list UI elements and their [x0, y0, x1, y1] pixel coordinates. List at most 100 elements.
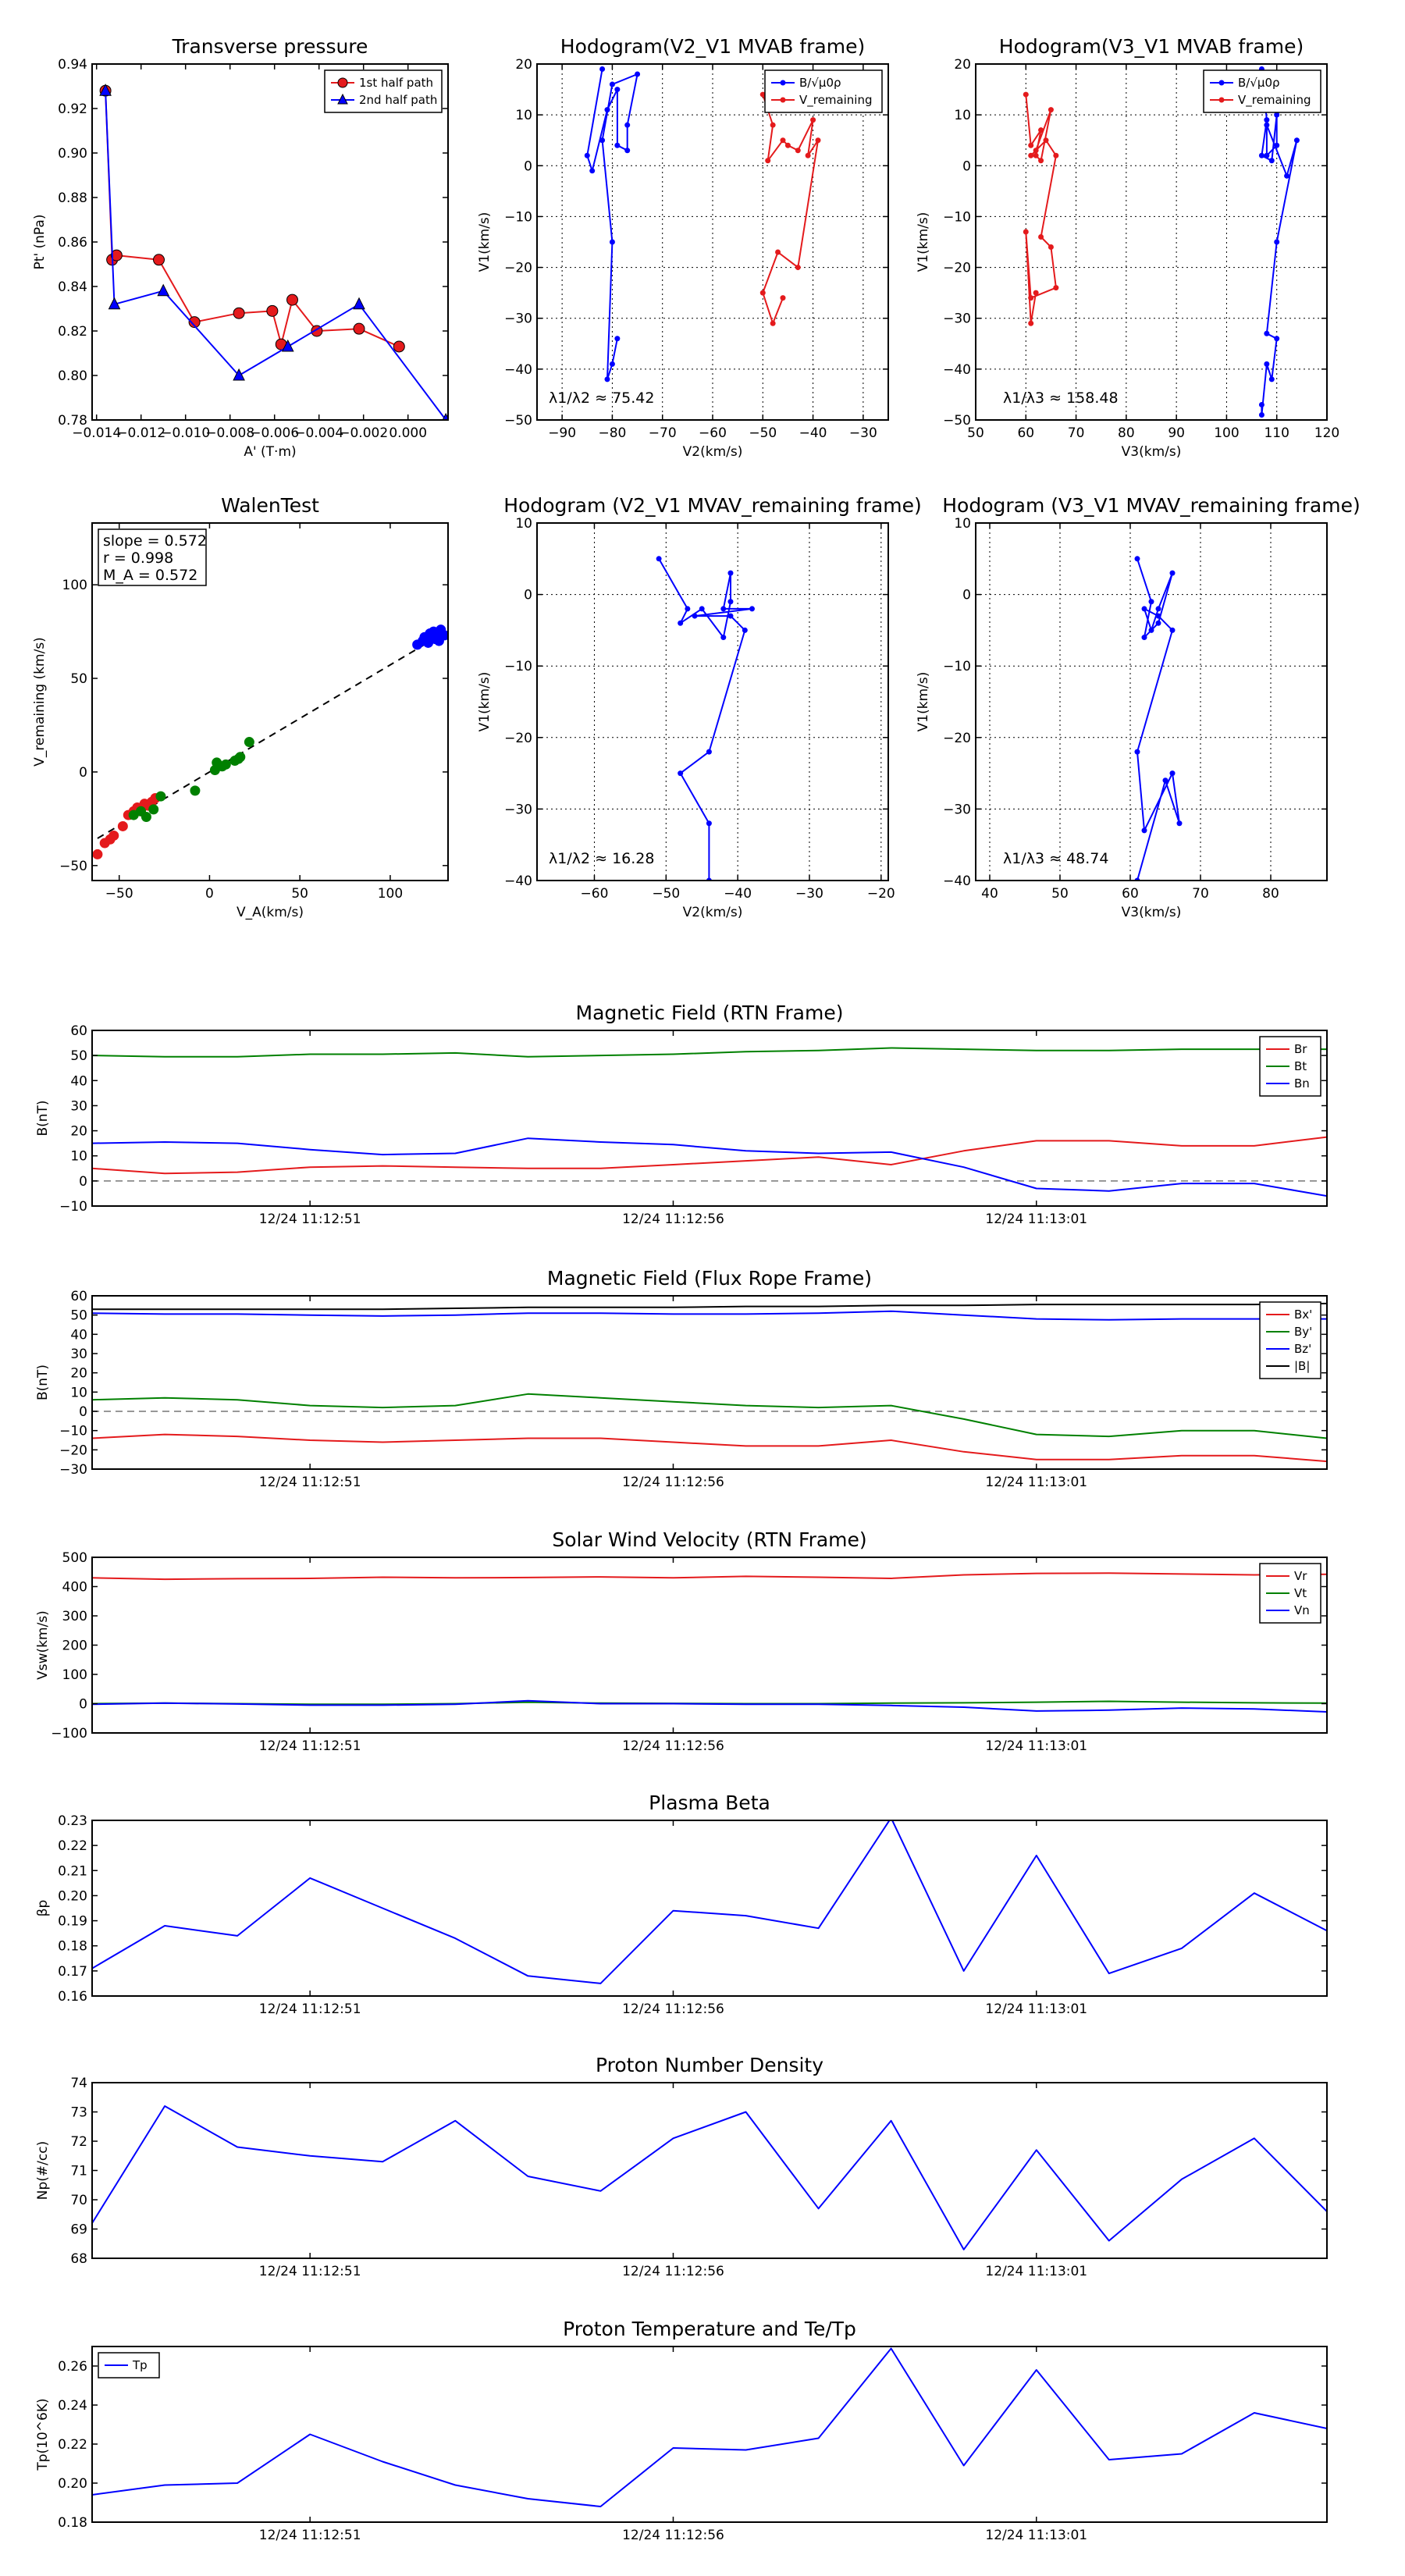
- y-tick-label: −30: [943, 802, 971, 817]
- x-tick-label: 12/24 11:12:56: [622, 2528, 724, 2543]
- data-point: [1023, 91, 1029, 98]
- x-tick-label: 12/24 11:12:51: [259, 1212, 361, 1227]
- x-tick-label: −0.012: [116, 425, 165, 441]
- x-tick-label: 80: [1118, 425, 1135, 441]
- chart-h1: −90 −80 −70 −60 −50 −40 −30 −50 −40 −30 −20 −10 0 10 2…: [477, 35, 889, 460]
- axes-frame: [91, 2346, 1328, 2523]
- legend-label: 1st half path: [359, 76, 433, 90]
- data-point: [1148, 627, 1154, 633]
- x-tick-label: −40: [799, 425, 827, 441]
- legend-label: B/√μ0ρ: [1238, 76, 1280, 90]
- y-tick-label: −10: [504, 659, 532, 674]
- axes-frame: [975, 63, 1328, 421]
- annotation-line: M_A = 0.572: [103, 567, 197, 584]
- y-tick-label: 0.22: [58, 1838, 87, 1854]
- data-point: [815, 137, 821, 144]
- data-point: [780, 295, 786, 301]
- x-tick-label: 70: [1192, 886, 1209, 902]
- annotation-line: slope = 0.572: [103, 532, 207, 550]
- data-layer: [92, 1820, 1327, 1984]
- y-tick-label: 0.26: [58, 2359, 87, 2375]
- data-point: [1155, 613, 1161, 619]
- legend: B/√μ0ρ V_remaining: [1203, 69, 1321, 113]
- data-point: [765, 158, 771, 164]
- data-point: [1033, 152, 1039, 158]
- data-point: [1038, 158, 1044, 164]
- chart-beta: 12/24 11:12:51 12/24 11:12:56 12/24 11:13:…: [35, 1791, 1328, 2017]
- data-point: [190, 785, 201, 796]
- y-tick-label: 500: [62, 1550, 87, 1566]
- chart-vsw: 12/24 11:12:51 12/24 11:12:56 12/24 11:13:…: [35, 1528, 1328, 1754]
- x-tick-label: −0.010: [161, 425, 210, 441]
- x-tick-label: −40: [724, 886, 752, 902]
- data-point: [810, 117, 816, 123]
- chart-title: Hodogram (V2_V1 MVAV_remaining frame): [503, 494, 922, 517]
- axes-frame: [975, 522, 1328, 881]
- x-tick-label: 12/24 11:12:56: [622, 1475, 724, 1490]
- legend-label: Bt: [1294, 1059, 1307, 1073]
- y-tick-label: 73: [70, 2105, 87, 2121]
- y-tick-label: 400: [62, 1580, 87, 1596]
- data-point: [1038, 127, 1044, 133]
- x-tick-label: 50: [967, 425, 984, 441]
- y-axis-label: V1(km/s): [477, 672, 493, 732]
- data-point: [1264, 152, 1270, 158]
- x-tick-label: −60: [581, 886, 609, 902]
- y-tick-label: 68: [70, 2251, 87, 2267]
- annotation-text: λ1/λ2 ≈ 75.42: [549, 390, 654, 407]
- data-point: [140, 811, 151, 822]
- y-axis-label: βp: [35, 1900, 51, 1917]
- data-point: [770, 122, 776, 128]
- x-tick-label: −0.014: [72, 425, 121, 441]
- y-tick-label: −40: [504, 362, 532, 378]
- data-point: [1169, 770, 1176, 777]
- y-tick-label: −30: [59, 1462, 87, 1478]
- legend: B/√μ0ρ V_remaining: [764, 69, 883, 113]
- y-tick-label: −100: [51, 1726, 87, 1742]
- x-tick-label: 80: [1262, 886, 1279, 902]
- data-point: [1274, 336, 1280, 342]
- y-tick-label: 30: [70, 1347, 87, 1362]
- data-point: [727, 599, 734, 605]
- chart-title: Hodogram(V2_V1 MVAB frame): [560, 35, 865, 58]
- y-tick-label: 0.23: [58, 1813, 87, 1829]
- data-point: [1293, 137, 1300, 144]
- data-point: [110, 249, 123, 262]
- data-point: [1264, 122, 1270, 128]
- chart-title: Hodogram(V3_V1 MVAB frame): [999, 35, 1304, 58]
- data-point: [1048, 244, 1054, 251]
- data-point: [1284, 173, 1290, 179]
- data-point: [614, 142, 621, 148]
- legend-label: Vn: [1294, 1603, 1310, 1617]
- x-tick-label: −0.004: [294, 425, 343, 441]
- data-point: [108, 297, 121, 310]
- annotation-text: λ1/λ2 ≈ 16.28: [549, 850, 654, 867]
- legend-label: Bn: [1294, 1076, 1310, 1091]
- x-tick-label: 60: [1122, 886, 1139, 902]
- data-point: [759, 290, 766, 296]
- y-tick-label: 20: [70, 1124, 87, 1140]
- legend-marker: [780, 80, 786, 86]
- ticks: 50 60 70 80 90 100 110 120 −50 −40 −30 −20 −10 0 10 20: [943, 57, 1339, 441]
- data-point: [233, 368, 245, 381]
- data-layer: [92, 1302, 1327, 1463]
- ticks: −60 −50 −40 −30 −20 −40 −30 −20 −10 0 10: [504, 516, 895, 902]
- y-tick-label: −10: [943, 659, 971, 674]
- x-axis-label: V3(km/s): [1122, 444, 1182, 460]
- data-layer: [92, 1047, 1327, 1197]
- data-point: [188, 316, 201, 329]
- data-point: [1141, 635, 1147, 641]
- ticks: 12/24 11:12:51 12/24 11:12:56 12/24 11:13:…: [59, 1289, 1327, 1490]
- data-layer: [584, 66, 821, 382]
- x-tick-label: 12/24 11:13:01: [985, 2528, 1087, 2543]
- x-tick-label: 12/24 11:12:56: [622, 2264, 724, 2279]
- legend-label: Br: [1294, 1042, 1307, 1056]
- y-tick-label: 60: [70, 1023, 87, 1039]
- data-point: [1028, 152, 1034, 158]
- chart-title: Magnetic Field (RTN Frame): [576, 1002, 844, 1024]
- data-point: [599, 66, 606, 73]
- legend-frame: [1203, 69, 1321, 113]
- data-layer: [92, 1572, 1327, 1713]
- data-layer: [92, 2347, 1327, 2507]
